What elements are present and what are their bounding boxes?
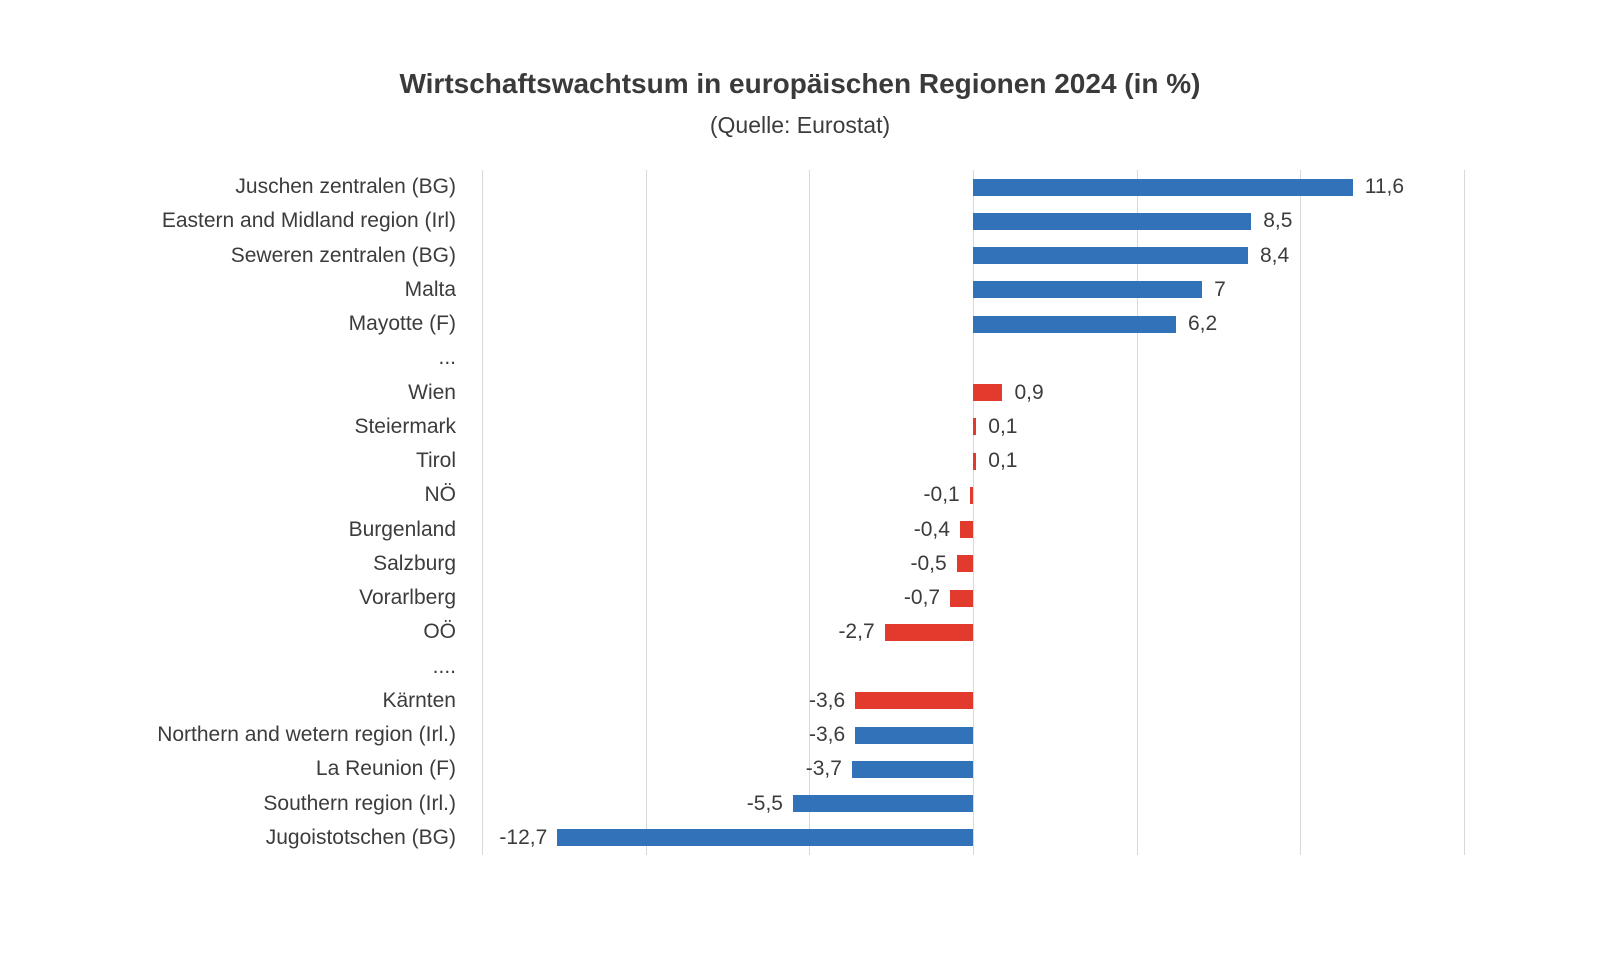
category-label: Vorarlberg xyxy=(359,586,456,609)
gridline xyxy=(1300,170,1302,855)
bar xyxy=(950,589,973,607)
category-label: Burgenland xyxy=(348,517,456,541)
bar xyxy=(956,555,973,573)
value-label: 0,1 xyxy=(988,414,1018,438)
bar xyxy=(973,452,977,470)
category-label: Steiermark xyxy=(354,414,456,438)
value-label: -12,7 xyxy=(499,825,548,849)
value-label: 8,4 xyxy=(1259,243,1290,267)
category-label: Wien xyxy=(408,380,456,404)
value-label: -3,6 xyxy=(808,688,846,712)
category-label: Southern region (Irl.) xyxy=(263,791,456,815)
category-ellipsis-label: ... xyxy=(438,346,456,370)
category-label: Jugoistotschen (BG) xyxy=(265,825,456,849)
category-label: Seweren zentralen (BG) xyxy=(230,243,456,267)
category-axis: Juschen zentralen (BG) Eastern and Midlan… xyxy=(0,170,456,855)
bar xyxy=(959,521,973,539)
value-label: -3,6 xyxy=(808,723,846,746)
gridline xyxy=(482,170,483,855)
category-label: Tirol xyxy=(415,449,456,472)
gridline xyxy=(645,170,647,855)
bar xyxy=(792,795,973,813)
value-label: 0,1 xyxy=(988,449,1018,472)
category-label: Mayotte (F) xyxy=(348,312,456,335)
value-label: 7 xyxy=(1214,277,1226,301)
chart-title: Wirtschaftswachtsum in europäischen Regi… xyxy=(399,68,1201,99)
value-label: -0,1 xyxy=(923,483,960,507)
bar xyxy=(557,829,973,847)
bar xyxy=(969,486,973,504)
value-label: 8,5 xyxy=(1263,209,1293,233)
category-label: Eastern and Midland region (Irl) xyxy=(161,209,456,233)
category-label: Northern and wetern region (Irl.) xyxy=(157,723,456,746)
value-label: -5,5 xyxy=(746,791,783,815)
value-label: 11,6 xyxy=(1364,175,1405,198)
value-label: -3,7 xyxy=(805,757,842,781)
category-label: Juschen zentralen (BG) xyxy=(235,175,456,198)
bar xyxy=(855,726,973,744)
plot-area: 11,6 8,5 8,4 7 6,2 0,9 0,1 0,1 -0,1 -0,4 -0,5 -0,7 -… xyxy=(482,170,1465,855)
bar xyxy=(973,178,1353,196)
gridline xyxy=(1464,170,1465,855)
bar xyxy=(973,384,1003,402)
category-ellipsis-label: .... xyxy=(432,654,456,678)
bar xyxy=(973,212,1252,230)
category-label: OÖ xyxy=(423,620,456,644)
gridline xyxy=(809,170,811,855)
bar xyxy=(851,760,973,778)
category-label: Kärnten xyxy=(382,688,456,712)
value-label: -0,5 xyxy=(910,551,947,575)
value-label: -0,4 xyxy=(913,517,950,541)
category-label: Salzburg xyxy=(373,551,456,575)
bar xyxy=(973,247,1248,265)
bar xyxy=(884,623,973,641)
bar xyxy=(855,692,973,710)
value-label: 6,2 xyxy=(1187,312,1218,335)
value-label: -2,7 xyxy=(838,620,875,644)
bar xyxy=(973,281,1203,299)
value-label: -0,7 xyxy=(903,586,941,609)
gridline xyxy=(973,170,974,855)
category-label: La Reunion (F) xyxy=(315,757,456,781)
gridline xyxy=(1136,170,1138,855)
bar xyxy=(973,315,1176,333)
chart-subtitle: (Quelle: Eurostat) xyxy=(709,112,891,138)
category-label: Malta xyxy=(404,277,456,301)
category-label: NÖ xyxy=(424,483,457,507)
bar xyxy=(973,418,977,436)
value-label: 0,9 xyxy=(1014,380,1044,404)
